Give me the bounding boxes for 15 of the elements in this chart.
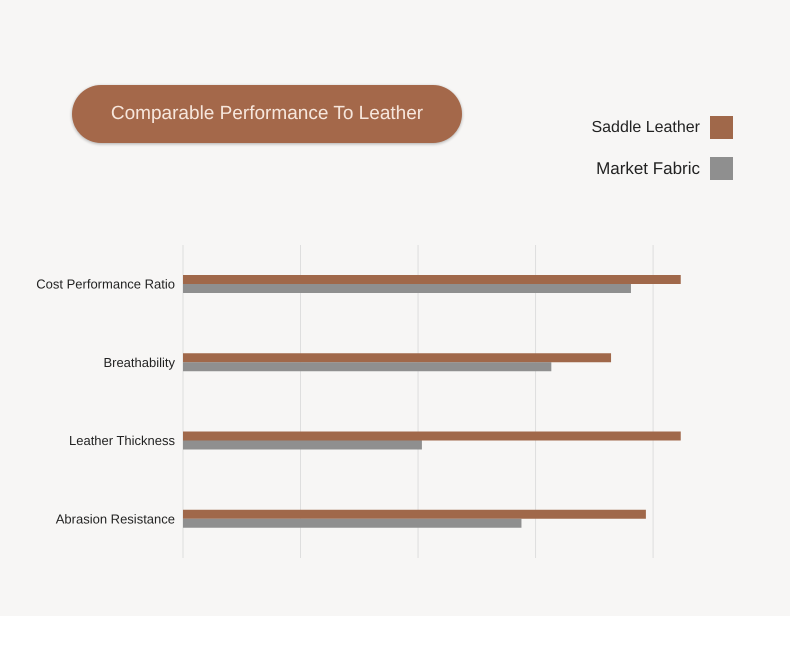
bar — [183, 518, 522, 528]
bar — [183, 275, 681, 284]
bar — [183, 284, 631, 293]
bar — [183, 440, 422, 450]
bar — [183, 432, 681, 440]
bar — [183, 362, 552, 372]
chart-title: Comparable Performance To Leather — [72, 85, 462, 143]
legend-label: Market Fabric — [596, 158, 700, 178]
y-tick-label: Breathability — [103, 354, 176, 370]
y-tick-label: Leather Thickness — [69, 433, 176, 448]
bar — [183, 510, 646, 519]
bar — [183, 353, 612, 362]
legend-label: Saddle Leather — [591, 118, 700, 136]
y-tick-label: Abrasion Resistance — [56, 511, 175, 526]
y-tick-label: Cost Performance Ratio — [36, 276, 175, 292]
